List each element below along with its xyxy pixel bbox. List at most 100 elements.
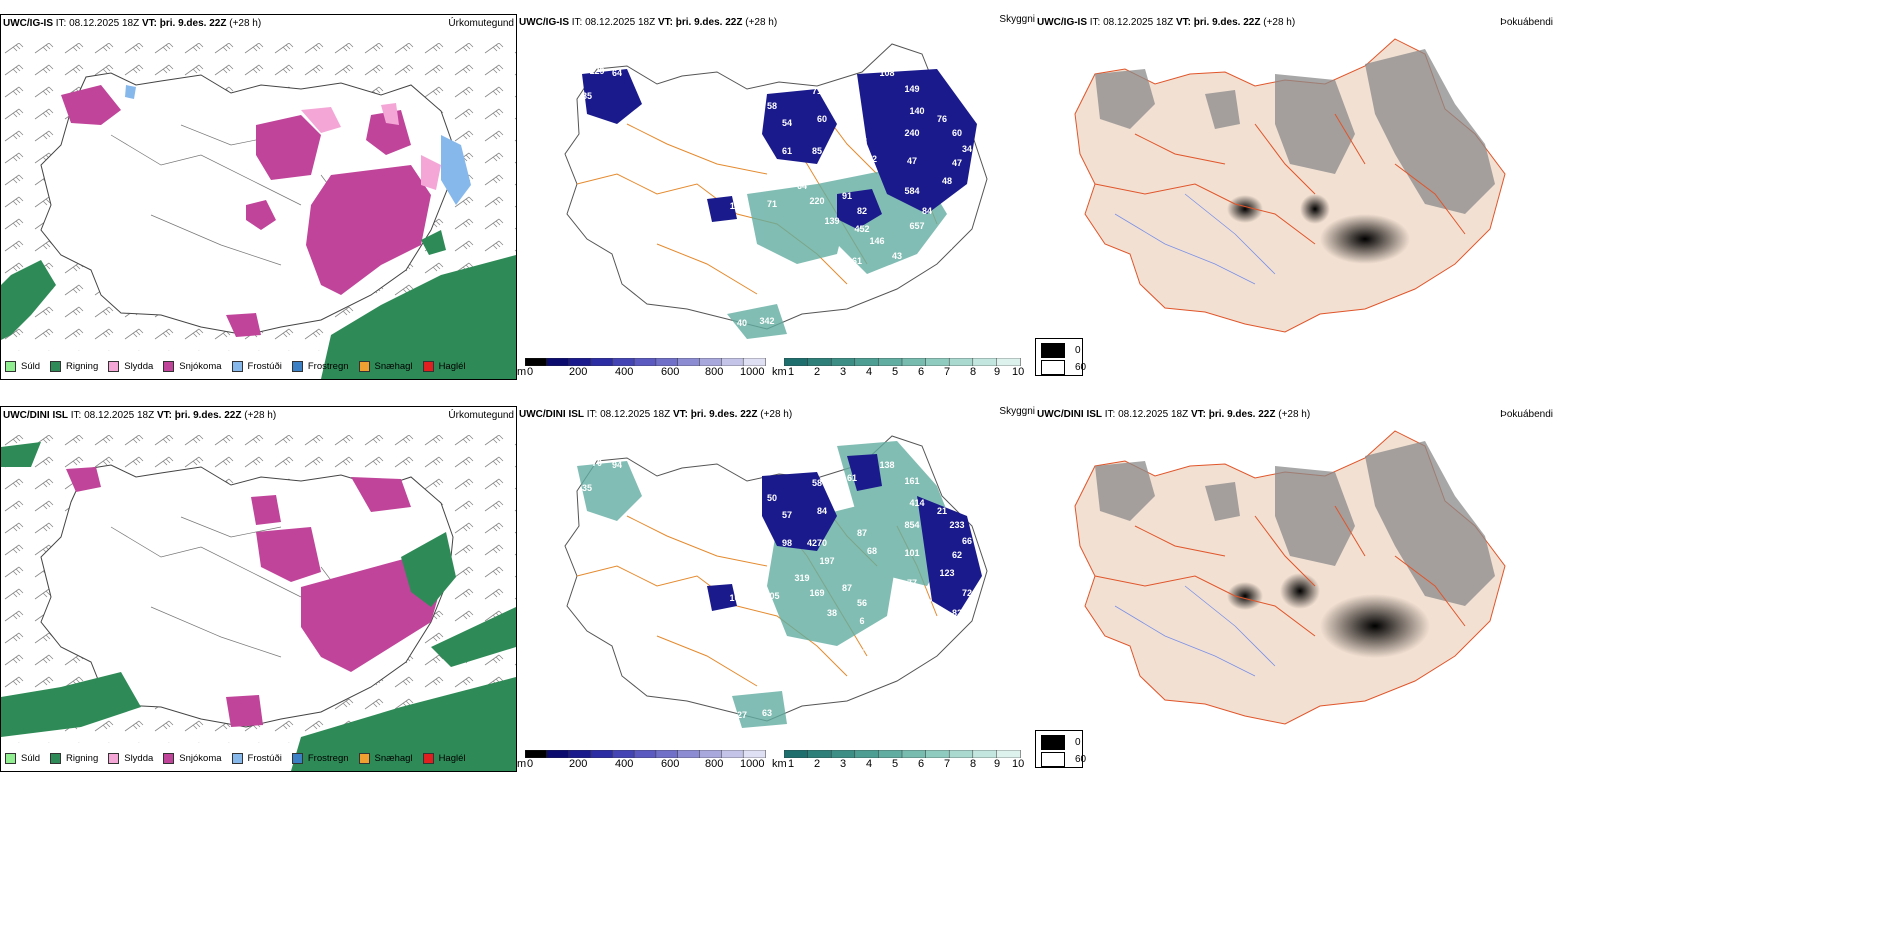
visibility-colorbar: km 1 2 3 4 5 6 7 8 9 10 — [772, 750, 1035, 772]
panel-title: UWC/DINI ISL IT: 08.12.2025 18Z VT: þri.… — [1037, 409, 1311, 420]
cloud-base-value: 479 — [869, 628, 884, 638]
cloud-base-value: 106 — [819, 164, 834, 174]
visibility-tick: 6 — [918, 366, 925, 378]
cloud-base-tick: 200 — [569, 758, 588, 770]
colorbar-segment — [854, 750, 880, 758]
cloud-base-unit: m — [517, 758, 527, 770]
cloud-base-value: 240 — [904, 128, 919, 138]
cloud-base-value: 105 — [764, 591, 779, 601]
colorbar-segment — [996, 750, 1021, 758]
colorbar-segment — [612, 358, 635, 366]
cloud-base-value: 342 — [759, 316, 774, 326]
panel-title: UWC/IG-IS IT: 08.12.2025 18Z VT: þri. 9.… — [519, 17, 778, 28]
cloud-vis-panel-bottom: UWC/DINI ISL IT: 08.12.2025 18Z VT: þri.… — [517, 406, 1035, 772]
precip-panel-top: UWC/IG-IS IT: 08.12.2025 18Z VT: þri. 9.… — [0, 14, 517, 380]
cloud-base-value: 61 — [962, 196, 972, 206]
cloud-base-value: 64 — [612, 68, 622, 78]
precip-map — [1, 435, 516, 771]
cloud-base-value: 71 — [767, 199, 777, 209]
cloud-base-value: 72 — [962, 588, 972, 598]
fog-legend-max: 60 — [1075, 362, 1087, 373]
colorbar-segment — [677, 358, 701, 366]
cloud-base-value: 43 — [892, 251, 902, 261]
cloud-base-tick: 0 — [527, 758, 534, 770]
visibility-tick: 3 — [840, 366, 847, 378]
fog-map — [1074, 430, 1506, 725]
cloud-base-value: 57 — [782, 510, 792, 520]
colorbar-segment — [830, 358, 856, 366]
legend-item-drizzle: Súld — [5, 361, 40, 372]
cloud-base-value: 61 — [847, 473, 857, 483]
fog-legend-max: 60 — [1075, 754, 1087, 765]
cloud-base-value: 48 — [942, 176, 952, 186]
cloud-base-value: 27 — [737, 710, 747, 720]
cloud-base-value: 149 — [904, 84, 919, 94]
fog-legend-min: 0 — [1075, 345, 1081, 356]
cloud-base-value: 4270 — [807, 538, 827, 548]
precip-panel-bottom: UWC/DINI ISL IT: 08.12.2025 18Z VT: þri.… — [0, 406, 517, 772]
legend-item-freezing-drizzle: Frostúði — [231, 753, 282, 764]
panel-type-label: Þokuábendi — [1500, 409, 1553, 420]
visibility-tick: 2 — [814, 366, 821, 378]
precip-type-legend: Súld Rigning Slydda Snjókoma Frostúði Fr… — [5, 361, 476, 372]
colorbar-segment — [878, 750, 903, 758]
visibility-tick: 5 — [892, 366, 899, 378]
cloud-base-value: 47 — [642, 96, 652, 106]
cloud-base-value: 58 — [812, 478, 822, 488]
panel-type-label: Úrkomutegund — [448, 18, 514, 29]
cloud-base-unit: m — [517, 366, 527, 378]
colorbar-segment — [525, 750, 548, 758]
cloud-vis-panel-top: UWC/IG-IS IT: 08.12.2025 18Z VT: þri. 9.… — [517, 14, 1035, 380]
cloud-base-value: 108 — [879, 68, 894, 78]
visibility-tick: 1 — [788, 758, 795, 770]
snow-areas — [61, 85, 431, 337]
colorbar-segment — [699, 750, 723, 758]
cloud-base-tick: 600 — [661, 366, 680, 378]
colorbar-segment — [972, 750, 998, 758]
cloud-base-value: 63 — [762, 708, 772, 718]
cloud-base-value: 56 — [830, 94, 840, 104]
cloud-base-tick: 0 — [527, 366, 534, 378]
cloud-base-value: 61 — [852, 256, 862, 266]
cloud-base-value: 84 — [922, 206, 932, 216]
cloud-base-value: 87 — [842, 583, 852, 593]
cloud-base-value: 53 — [907, 266, 917, 276]
legend-item-rain: Rigning — [50, 753, 98, 764]
fog-panel-top: UWC/IG-IS IT: 08.12.2025 18Z VT: þri. 9.… — [1035, 14, 1555, 380]
cloud-base-value: 85 — [942, 633, 952, 643]
cloud-base-value: 64 — [797, 181, 807, 191]
cloud-base-tick: 400 — [615, 758, 634, 770]
cloud-base-value: 50 — [767, 493, 777, 503]
visibility-tick: 4 — [866, 366, 873, 378]
fog-map — [1074, 38, 1506, 333]
cloud-base-value: 77 — [907, 578, 917, 588]
cloud-base-value: 319 — [794, 573, 809, 583]
colorbar-segment — [948, 750, 974, 758]
cloud-base-value: 197 — [819, 556, 834, 566]
legend-item-hail: Haglél — [422, 361, 466, 372]
cloud-base-value: 414 — [909, 498, 924, 508]
colorbar-segment — [784, 750, 809, 758]
cloud-base-value: 138 — [879, 460, 894, 470]
cloud-base-value: 452 — [854, 224, 869, 234]
colorbar-segment — [742, 358, 766, 366]
cloud-base-value: 220 — [809, 196, 824, 206]
colorbar-segment — [721, 750, 744, 758]
panel-type-label: Skyggni — [999, 406, 1035, 417]
visibility-tick: 3 — [840, 758, 847, 770]
cloud-base-value: 34 — [962, 144, 972, 154]
colorbar-segment — [568, 358, 592, 366]
legend-item-freezing-drizzle: Frostúði — [231, 361, 282, 372]
visibility-colorbar: km 1 2 3 4 5 6 7 8 9 10 — [772, 358, 1035, 380]
visibility-unit: km — [772, 758, 787, 770]
visibility-tick: 8 — [970, 366, 977, 378]
cloud-base-tick: 800 — [705, 366, 724, 378]
cloud-base-value: 21 — [937, 506, 947, 516]
colorbar-segment — [972, 358, 998, 366]
panel-type-label: Þokuábendi — [1500, 17, 1553, 28]
visibility-tick: 10 — [1012, 366, 1025, 378]
visibility-tick: 9 — [994, 366, 1001, 378]
cloud-base-value: 72 — [867, 154, 877, 164]
